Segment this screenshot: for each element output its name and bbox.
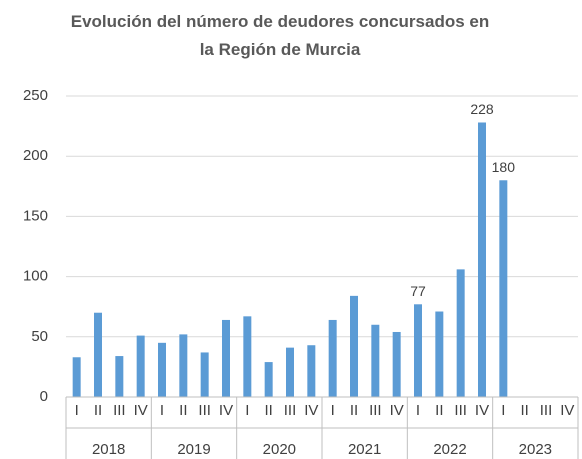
group-label: 2020	[263, 441, 296, 458]
x-tick-label: II	[264, 402, 272, 419]
y-tick-label: 50	[31, 328, 48, 345]
bar	[243, 316, 252, 397]
data-label: 180	[492, 159, 516, 175]
bar	[328, 319, 337, 397]
bar	[456, 269, 465, 397]
bar	[286, 347, 294, 397]
bar	[136, 335, 145, 397]
x-tick-label: I	[501, 402, 505, 419]
x-tick-label: II	[520, 402, 528, 419]
chart-title: Evolución del número de deudores concurs…	[70, 12, 490, 59]
x-tick-label: I	[75, 402, 79, 419]
x-tick-label: IV	[219, 402, 233, 419]
x-tick-label: III	[369, 402, 382, 419]
bar	[435, 311, 444, 397]
bar	[392, 331, 401, 397]
y-tick-label: 250	[23, 87, 48, 104]
bar	[94, 312, 102, 397]
y-tick-label: 200	[23, 147, 48, 164]
x-tick-label: III	[540, 402, 553, 419]
x-tick-label: IV	[560, 402, 574, 419]
x-tick-label: III	[454, 402, 467, 419]
group-label: 2018	[92, 441, 125, 458]
bar	[350, 295, 358, 397]
x-tick-label: III	[198, 402, 211, 419]
y-tick-label: 150	[23, 207, 48, 224]
bar	[179, 334, 188, 397]
x-tick-label: IV	[390, 402, 404, 419]
x-tick-label: IV	[134, 402, 148, 419]
bar	[414, 304, 422, 397]
bar	[158, 342, 166, 397]
x-tick-label: III	[284, 402, 297, 419]
bar	[371, 324, 380, 397]
bar	[264, 362, 273, 397]
x-tick-label: I	[331, 402, 335, 419]
bar	[499, 180, 508, 397]
data-label: 228	[470, 101, 494, 117]
x-tick-label: II	[179, 402, 187, 419]
bar	[222, 319, 230, 397]
bar	[72, 357, 81, 397]
x-tick-label: II	[350, 402, 358, 419]
bar	[307, 345, 316, 397]
bar	[478, 122, 486, 397]
y-tick-label: 0	[40, 388, 48, 405]
group-label: 2022	[433, 441, 466, 458]
x-tick-label: I	[416, 402, 420, 419]
bar	[115, 356, 124, 397]
x-tick-label: II	[94, 402, 102, 419]
group-label: 2019	[177, 441, 210, 458]
bar	[200, 352, 209, 397]
x-tick-label: IV	[304, 402, 318, 419]
group-label: 2021	[348, 441, 381, 458]
x-tick-label: I	[245, 402, 249, 419]
group-label: 2023	[519, 441, 552, 458]
y-tick-label: 100	[23, 268, 48, 285]
x-tick-label: III	[113, 402, 126, 419]
x-tick-label: IV	[475, 402, 489, 419]
data-label: 77	[410, 283, 426, 299]
x-tick-label: II	[435, 402, 443, 419]
x-tick-label: I	[160, 402, 164, 419]
